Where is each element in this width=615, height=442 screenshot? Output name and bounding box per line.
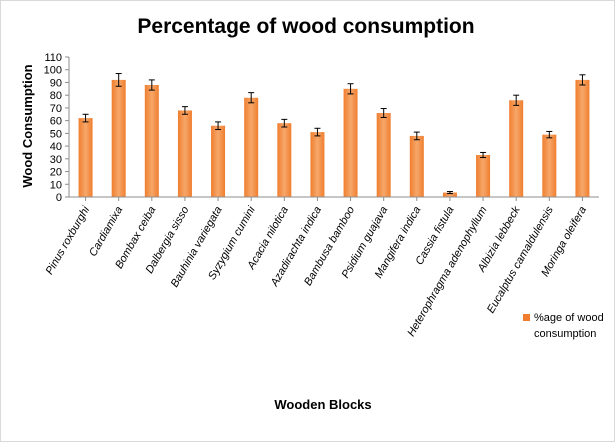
bar [111, 79, 126, 197]
bars [78, 79, 590, 197]
chart-title: Percentage of wood consumption [137, 15, 474, 38]
bar [442, 192, 457, 197]
bar [343, 88, 358, 197]
axes [68, 57, 599, 198]
error-bars [82, 73, 586, 195]
y-tick-label: 70 [50, 103, 62, 115]
bar [144, 85, 159, 197]
x-tick-label: Pinus roxburghi [44, 204, 93, 277]
bar [376, 113, 391, 197]
y-tick-label: 10 [50, 179, 62, 191]
bar [542, 134, 557, 197]
legend-label: %age of wood consumption [534, 312, 604, 340]
bar [575, 79, 590, 197]
bar [509, 100, 524, 197]
y-tick-label: 40 [50, 141, 62, 153]
legend-label-line: consumption [534, 328, 596, 340]
y-tick-label: 90 [50, 77, 62, 89]
legend-swatch [523, 314, 530, 321]
legend: %age of wood consumption [523, 312, 604, 340]
bar [409, 135, 424, 197]
y-tick-label: 50 [50, 128, 62, 140]
y-axis-title: Wood Consumption [20, 64, 35, 187]
y-tick-label: 100 [44, 65, 62, 77]
bar [78, 118, 93, 197]
bar [476, 155, 491, 197]
bar [177, 110, 192, 197]
y-tick-label: 20 [50, 167, 62, 179]
bar [211, 125, 226, 197]
bar [244, 97, 259, 197]
y-tick-label: 0 [56, 192, 62, 204]
bar [277, 123, 292, 197]
bar [310, 132, 325, 197]
legend-label-line: %age of wood [534, 312, 604, 324]
y-tick-label: 60 [50, 116, 62, 128]
y-tick-label: 30 [50, 154, 62, 166]
y-tick-label: 110 [44, 52, 62, 64]
x-tick-label: Cardiamixa [87, 205, 125, 259]
y-tick-label: 80 [50, 90, 62, 102]
x-axis-title: Wooden Blocks [274, 397, 371, 412]
x-tick-label: Eucalptus camaldulensis [485, 204, 556, 315]
